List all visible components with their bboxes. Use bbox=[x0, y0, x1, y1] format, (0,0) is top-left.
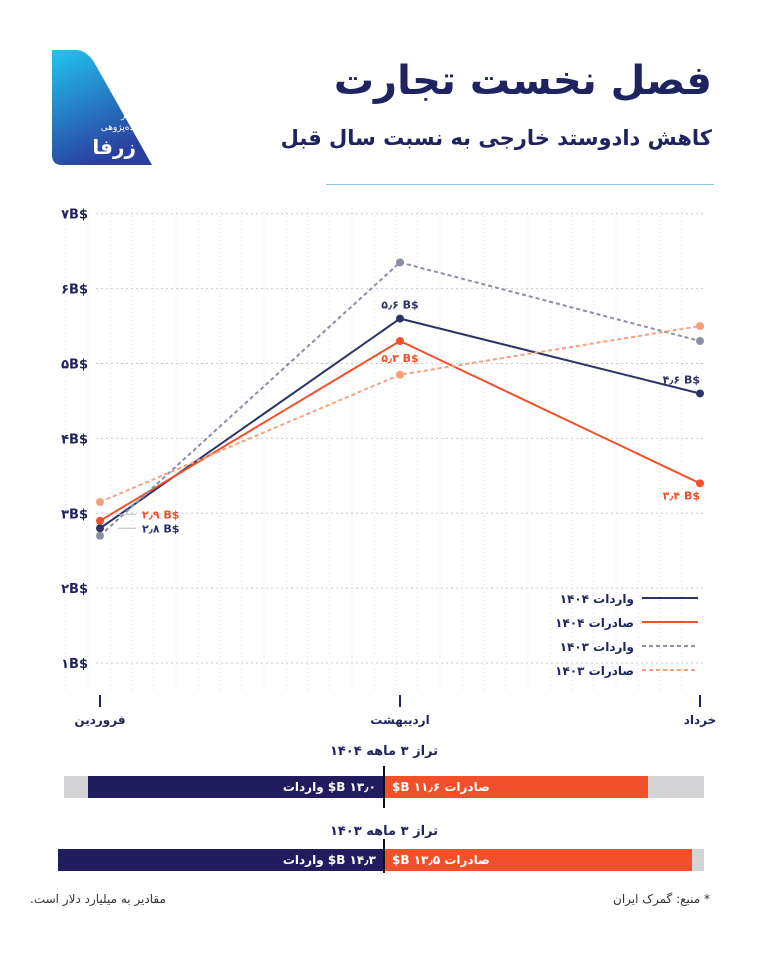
label-imp-2: ۴٫۶ B$ bbox=[663, 373, 700, 386]
balance-title: تراز ۳ ماهه ۱۴۰۴ bbox=[329, 744, 439, 759]
y-tick-label: ۶B$ bbox=[61, 283, 88, 298]
y-tick-label: ۳B$ bbox=[61, 507, 88, 522]
label-exp-0: ۲٫۹ B$ bbox=[142, 508, 179, 521]
logo-shape bbox=[52, 50, 152, 165]
logo-line1: مرکز bbox=[120, 111, 140, 121]
label-imp-0: ۲٫۸ B$ bbox=[142, 522, 179, 535]
point-imp1404-1 bbox=[396, 314, 404, 323]
point-imp1403-0 bbox=[96, 531, 104, 540]
label-exp-1: ۵٫۳ B$ bbox=[381, 352, 418, 365]
legend-label-imp1404: واردات ۱۴۰۴ bbox=[560, 592, 634, 607]
zarfa-logo: مرکز داده‌پژوهی زرفا bbox=[52, 50, 152, 165]
point-imp1403-1 bbox=[396, 258, 404, 267]
exports-segment bbox=[384, 849, 692, 871]
point-exp1403-0 bbox=[96, 498, 104, 507]
point-imp1403-2 bbox=[696, 337, 704, 346]
x-tick-label: فروردین bbox=[74, 713, 125, 728]
point-exp1403-1 bbox=[396, 370, 404, 379]
header-divider bbox=[326, 184, 714, 185]
line-chart: ۱B$ ۲B$ ۳B$ ۴B$ ۵B$ ۶B$ ۷B$ فروردین اردیبهشت خردا… bbox=[61, 208, 717, 728]
imports-segment bbox=[57, 849, 384, 871]
imports-label: ۱۳٫۰ B$ واردات bbox=[282, 780, 376, 794]
x-tick-label: خرداد bbox=[684, 713, 717, 727]
balance-title: تراز ۳ ماهه ۱۴۰۳ bbox=[329, 824, 439, 839]
point-imp1404-0 bbox=[96, 524, 104, 533]
x-tick-label: اردیبهشت bbox=[370, 713, 429, 727]
exports-label: صادرات ۱۱٫۶ B$ bbox=[392, 780, 490, 794]
label-imp-1: ۵٫۶ B$ bbox=[381, 299, 418, 312]
imports-segment bbox=[87, 776, 384, 798]
y-tick-label: ۴B$ bbox=[61, 432, 88, 447]
legend-label-exp1403: صادرات ۱۴۰۳ bbox=[555, 664, 634, 678]
point-exp1404-0 bbox=[96, 516, 104, 525]
series-line-exp1404 bbox=[99, 339, 701, 522]
point-exp1404-2 bbox=[696, 479, 704, 488]
imports-label: ۱۴٫۳ B$ واردات bbox=[282, 853, 376, 867]
legend-label-imp1403: واردات ۱۴۰۳ bbox=[560, 640, 634, 655]
logo-line2: داده‌پژوهی bbox=[101, 123, 140, 133]
label-exp-2: ۳٫۴ B$ bbox=[663, 489, 700, 502]
y-tick-label: ۲B$ bbox=[61, 582, 88, 597]
logo-brand: زرفا bbox=[92, 135, 136, 159]
balance-center-line bbox=[383, 839, 385, 873]
point-exp1404-1 bbox=[396, 337, 404, 346]
page-title: فصل نخست تجارت bbox=[333, 58, 712, 104]
y-tick-label: ۵B$ bbox=[61, 358, 88, 373]
exports-label: صادرات ۱۳٫۵ B$ bbox=[392, 853, 490, 867]
point-exp1403-2 bbox=[696, 322, 704, 331]
point-imp1404-2 bbox=[696, 389, 704, 398]
legend-label-exp1404: صادرات ۱۴۰۴ bbox=[555, 616, 634, 630]
page-subtitle: کاهش دادوستد خارجی به نسبت سال قبل bbox=[280, 126, 712, 150]
units-note: مقادیر به میلیارد دلار است. bbox=[30, 892, 166, 906]
source-note: * منبع: گمرک ایران bbox=[613, 892, 710, 906]
exports-segment bbox=[384, 776, 649, 798]
series-line-imp1404 bbox=[99, 317, 701, 530]
balance-center-line bbox=[383, 766, 385, 808]
series-line-imp1403 bbox=[99, 261, 701, 537]
y-tick-label: ۷B$ bbox=[61, 208, 88, 223]
y-tick-label: ۱B$ bbox=[61, 657, 88, 672]
